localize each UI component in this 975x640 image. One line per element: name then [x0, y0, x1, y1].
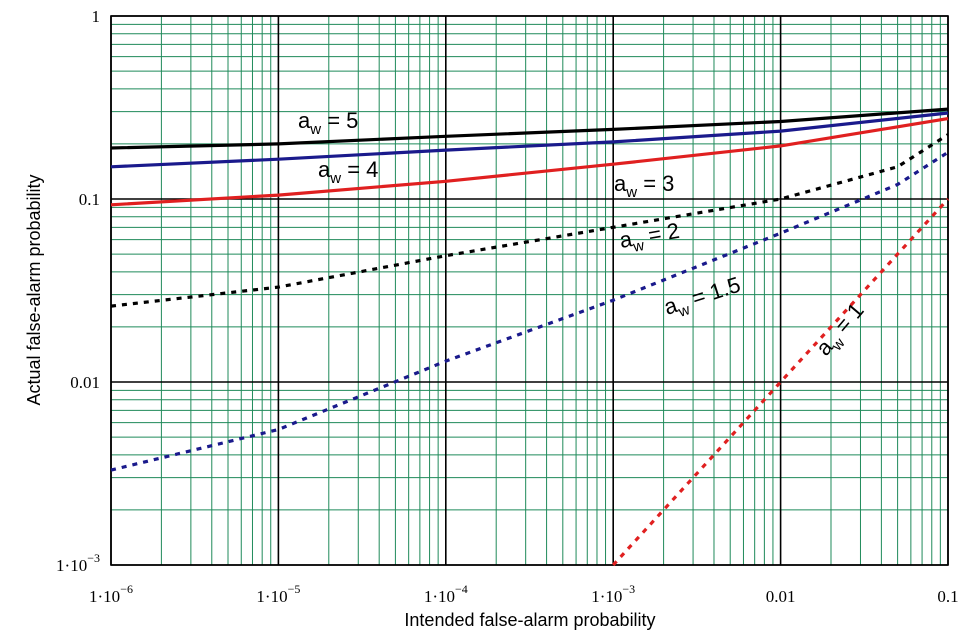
series-line-4 — [110, 150, 949, 472]
series-annotation-3: aw = 2 — [618, 218, 683, 258]
x-tick-label: 1·10−5 — [256, 582, 300, 606]
y-tick-label: 0.1 — [79, 190, 100, 209]
y-tick-labels: 1 0.1 0.01 1·10−3 — [56, 7, 100, 575]
series-annotation-4: aw = 1.5 — [661, 272, 745, 325]
x-tick-label: 1·10−3 — [591, 582, 635, 606]
y-tick-label: 0.01 — [70, 373, 100, 392]
minor-gridlines — [111, 16, 948, 565]
x-tick-label: 0.01 — [766, 587, 796, 606]
x-tick-labels: 1·10−6 1·10−5 1·10−4 1·10−3 0.01 0.1 — [89, 582, 959, 606]
x-axis-label: Intended false-alarm probability — [404, 610, 655, 630]
series-annotation-0: aw = 5 — [298, 108, 358, 138]
series-annotation-1: aw = 4 — [318, 157, 378, 187]
y-tick-label: 1·10−3 — [56, 551, 100, 575]
series-lines — [110, 107, 950, 567]
series-annotation-2: aw = 3 — [614, 171, 674, 201]
series-line-1 — [110, 111, 949, 169]
x-tick-label: 1·10−4 — [424, 582, 468, 606]
major-gridlines — [110, 15, 949, 566]
x-tick-label: 1·10−6 — [89, 582, 133, 606]
series-annotation-5: aw = 1 — [811, 298, 873, 364]
series-line-3 — [110, 133, 949, 308]
x-tick-label: 0.1 — [937, 587, 958, 606]
series-line-0 — [110, 107, 949, 150]
y-axis-label: Actual false-alarm probability — [24, 174, 44, 405]
series-line-2 — [110, 117, 949, 207]
plot-frame — [110, 15, 949, 566]
y-tick-label: 1 — [92, 7, 101, 26]
